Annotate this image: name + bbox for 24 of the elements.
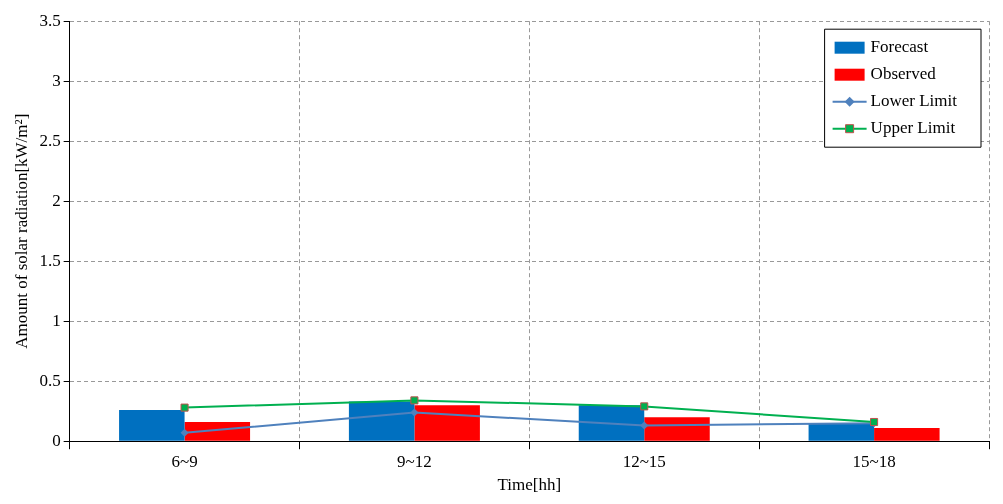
y-tick-label: 1 — [52, 310, 61, 330]
bar — [808, 423, 875, 441]
legend-label: Forecast — [870, 37, 929, 57]
x-axis-title: Time[hh] — [497, 475, 562, 495]
y-tick-label: 2 — [52, 190, 61, 210]
bar — [348, 401, 415, 441]
y-tick-label: 1.5 — [39, 250, 61, 270]
y-tick-label: 3 — [52, 70, 61, 90]
legend-label: Upper Limit — [870, 118, 956, 138]
y-axis-title: Amount of solar radiation[kW/m²] — [11, 113, 31, 349]
legend-label: Lower Limit — [870, 91, 958, 111]
x-tick-label: 9~12 — [397, 451, 432, 471]
bar — [119, 410, 185, 441]
bar — [874, 428, 940, 441]
legend-label: Observed — [870, 64, 937, 84]
bar — [644, 417, 710, 441]
x-tick-label: 12~15 — [622, 451, 666, 471]
bar — [414, 405, 480, 441]
y-tick-label: 2.5 — [39, 130, 61, 150]
y-tick-label: 3.5 — [39, 10, 61, 30]
x-tick-label: 15~18 — [852, 451, 896, 471]
x-tick-label: 6~9 — [171, 451, 198, 471]
y-tick-label: 0.5 — [39, 370, 61, 390]
y-tick-label: 0 — [52, 430, 61, 450]
